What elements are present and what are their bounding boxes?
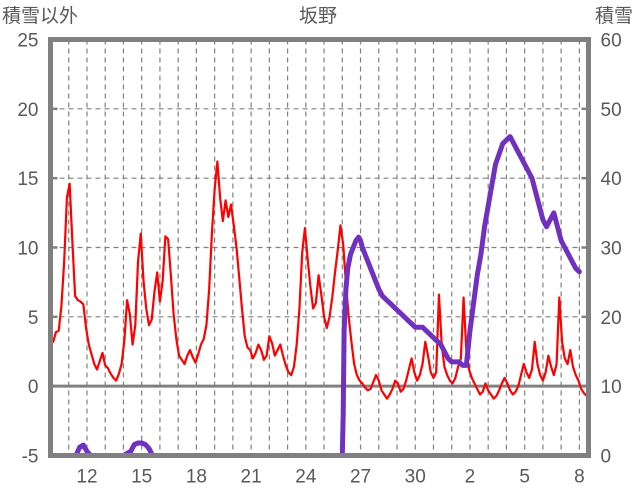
y-tick-left: 15 [17,169,38,190]
x-tick: 18 [186,467,207,488]
x-tick: 8 [574,467,585,488]
y-tick-left: -5 [22,447,39,468]
y-tick-right: 10 [601,377,622,398]
plot-frame [48,37,591,458]
x-tick: 24 [295,467,317,488]
y-tick-left: 5 [28,308,39,329]
x-tick: 30 [405,467,426,488]
y-tick-right: 0 [601,447,612,468]
series-precipitation [49,160,588,400]
y-tick-right: 40 [601,169,622,190]
series-snow-depth [48,134,582,458]
y-tick-right: 50 [601,100,622,121]
y-tick-left: 10 [17,239,38,260]
x-tick: 27 [350,467,371,488]
left-axis-title: 積雪以外 [2,6,79,27]
horizontal-gridlines [50,108,589,387]
x-axis-ticks: 12 15 18 21 24 27 30 2 5 8 [76,467,584,488]
x-tick: 21 [241,467,262,488]
x-tick: 5 [519,467,530,488]
y-tick-left: 25 [17,31,38,52]
chart-title: 坂野 [298,6,337,27]
right-axis-title: 積雪 [594,6,633,27]
y-tick-right: 30 [601,239,622,260]
y-tick-left: 0 [28,377,39,398]
x-tick: 12 [76,467,97,488]
right-axis-ticks: 0 10 20 30 40 50 60 [581,31,622,468]
y-tick-right: 20 [601,308,622,329]
y-tick-right: 60 [601,31,622,52]
x-tick: 15 [131,467,152,488]
y-tick-left: 20 [17,100,38,121]
left-axis-ticks: -5 0 5 10 15 20 25 [17,31,58,468]
x-tick: 2 [465,467,476,488]
